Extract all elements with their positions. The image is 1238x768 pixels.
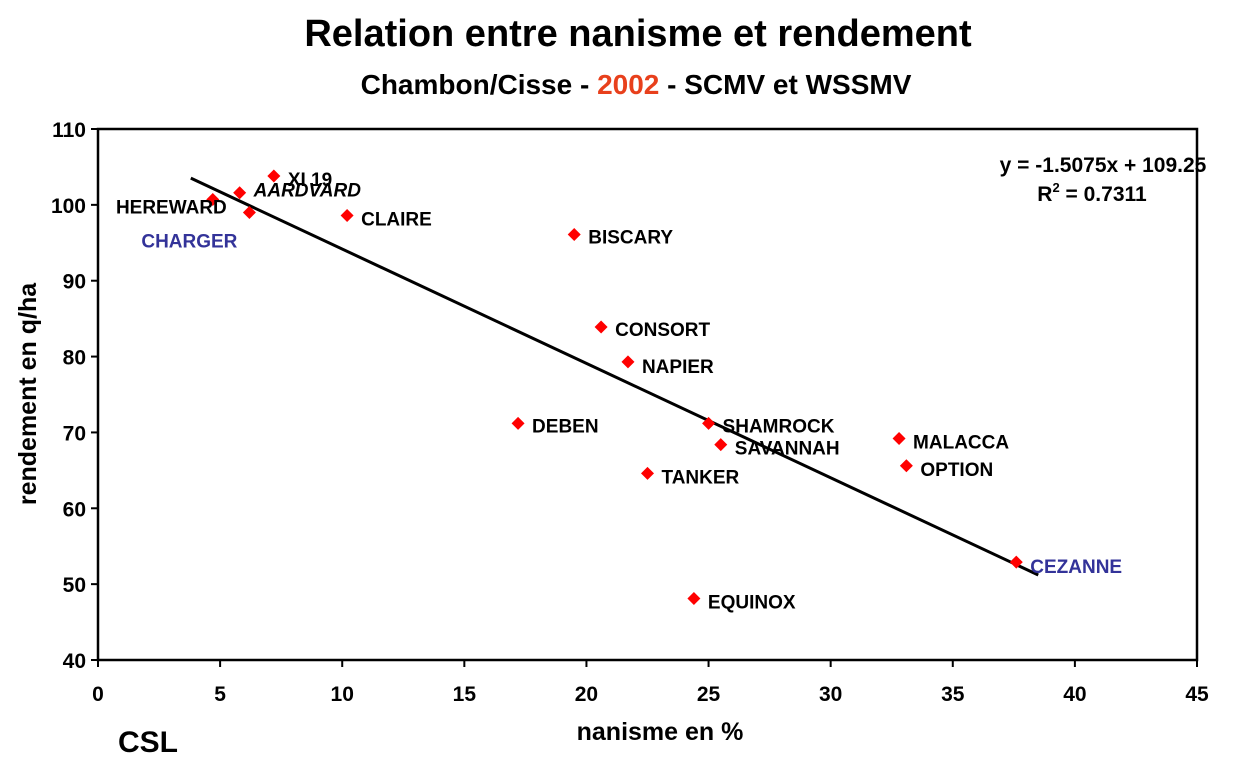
data-point — [233, 186, 247, 200]
data-point — [340, 208, 354, 222]
y-tick-label: 110 — [52, 119, 86, 142]
y-tick-label: 80 — [63, 347, 86, 370]
data-point — [567, 227, 581, 241]
point-label: CLAIRE — [361, 209, 432, 230]
point-label: CONSORT — [615, 320, 710, 341]
y-tick-label: 40 — [63, 650, 86, 673]
trendline-r2: R2 = 0.7311 — [1037, 180, 1147, 206]
y-axis-label: rendement en q/ha — [14, 282, 42, 505]
x-tick-label: 15 — [453, 683, 477, 706]
data-point — [511, 416, 525, 430]
y-axis: 40 50 60 70 80 90 100 110 — [51, 119, 98, 673]
subtitle-part-1: Chambon/Cisse - — [361, 69, 597, 100]
point-label: AARDVARD — [253, 181, 362, 202]
point-label: HEREWARD — [116, 198, 227, 219]
x-tick-label: 30 — [819, 683, 842, 706]
point-label: MALACCA — [913, 432, 1009, 453]
trendline-group — [190, 176, 1039, 577]
point-label: SAVANNAH — [735, 439, 840, 460]
point-label: CHARGER — [141, 231, 237, 252]
point-label: CEZANNE — [1030, 557, 1122, 578]
point-label: NAPIER — [642, 357, 714, 378]
data-point — [687, 592, 701, 606]
subtitle-year: 2002 — [597, 69, 659, 100]
trendline-equation: y = -1.5075x + 109.25 — [1000, 154, 1207, 177]
x-axis: 0 5 10 15 20 25 30 35 40 45 — [92, 660, 1209, 706]
data-point — [899, 459, 913, 473]
data-point — [892, 431, 906, 445]
x-tick-label: 35 — [941, 683, 965, 706]
y-tick-label: 70 — [63, 422, 86, 445]
point-label: XI 19 — [288, 170, 332, 191]
r2-prefix: R — [1037, 183, 1052, 206]
x-tick-label: 0 — [92, 683, 104, 706]
data-point — [714, 438, 728, 452]
trendline — [190, 176, 1039, 577]
subtitle-part-2: - SCMV et WSSMV — [659, 69, 911, 100]
point-label: TANKER — [662, 467, 740, 488]
y-tick-label: 90 — [63, 271, 86, 294]
data-point — [1009, 555, 1023, 569]
point-label: EQUINOX — [708, 593, 796, 614]
r2-value: = 0.7311 — [1060, 183, 1147, 206]
x-tick-label: 25 — [697, 683, 721, 706]
x-tick-label: 5 — [214, 683, 226, 706]
data-point — [621, 355, 635, 369]
x-axis-label: nanisme en % — [577, 718, 744, 746]
point-label: OPTION — [920, 460, 993, 481]
point-label: BISCARY — [588, 227, 673, 248]
x-tick-label: 40 — [1063, 683, 1086, 706]
x-tick-label: 10 — [331, 683, 354, 706]
chart-title: Relation entre nanisme et rendement — [304, 13, 972, 55]
y-tick-label: 100 — [51, 195, 86, 218]
y-tick-label: 50 — [63, 574, 86, 597]
x-tick-label: 45 — [1185, 683, 1209, 706]
data-point — [242, 205, 256, 219]
chart-subtitle: Chambon/Cisse - 2002 - SCMV et WSSMV — [361, 69, 912, 100]
data-point — [702, 416, 716, 430]
y-tick-label: 60 — [63, 498, 86, 521]
data-point — [594, 320, 608, 334]
data-point — [641, 466, 654, 480]
point-label: DEBEN — [532, 416, 599, 437]
point-label: SHAMROCK — [723, 416, 835, 437]
r2-exponent: 2 — [1052, 180, 1059, 195]
data-point — [267, 169, 281, 183]
plot-area — [96, 127, 1199, 662]
csl-logo-text: CSL — [118, 726, 178, 759]
data-point — [206, 193, 220, 207]
x-tick-label: 20 — [575, 683, 598, 706]
